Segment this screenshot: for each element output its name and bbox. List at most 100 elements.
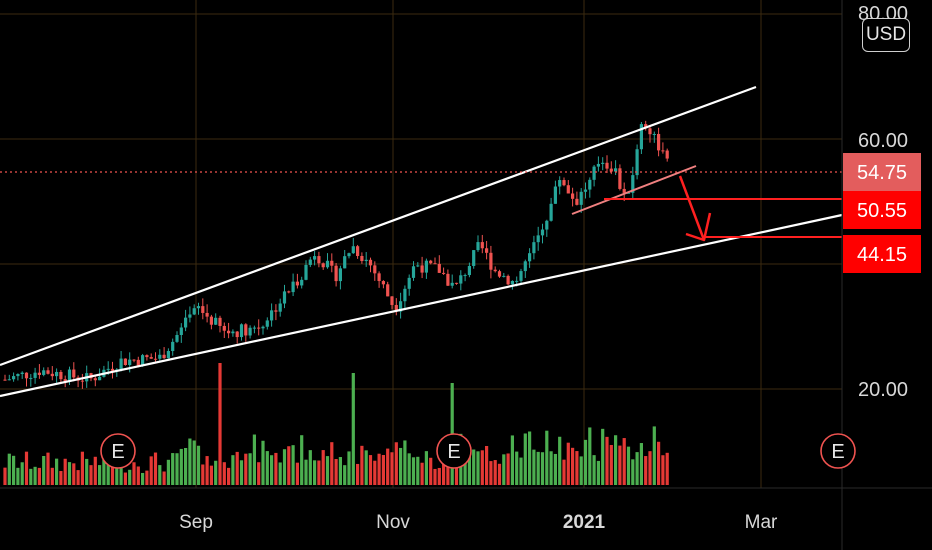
volume-bar <box>622 438 626 485</box>
candle-body <box>476 242 480 251</box>
candle-body <box>437 263 441 273</box>
y-tick-label: 20.00 <box>858 379 908 401</box>
candle-body <box>37 372 41 375</box>
volume-bar <box>106 462 110 485</box>
volume-bar <box>356 463 360 485</box>
candle-body <box>528 253 532 262</box>
candle-body <box>442 272 446 274</box>
volume-bar <box>528 431 532 485</box>
candles <box>3 120 669 389</box>
candle-body <box>201 306 205 313</box>
volume-bar <box>424 451 428 485</box>
candle-body <box>596 163 600 167</box>
candle-body <box>235 331 239 338</box>
candle-body <box>489 252 493 270</box>
volume-bar <box>102 451 106 485</box>
volume-bar <box>605 436 609 485</box>
volume-bar <box>394 442 398 485</box>
candle-body <box>317 256 321 264</box>
volume-bar <box>119 454 123 485</box>
volume-bar <box>110 467 115 485</box>
candle-body <box>7 379 11 381</box>
volume-bar <box>373 460 377 485</box>
candle-body <box>665 150 669 159</box>
candle-body <box>239 324 244 338</box>
volume-bars <box>3 363 669 485</box>
volume-bar <box>583 439 588 485</box>
volume-bar <box>609 444 613 485</box>
candle-body <box>558 180 562 187</box>
volume-bar <box>562 459 566 485</box>
candle-body <box>24 372 29 379</box>
candle-body <box>467 265 471 276</box>
volume-bar <box>282 449 287 485</box>
candle-body <box>192 308 196 315</box>
volume-bar <box>433 468 437 485</box>
candle-body <box>98 376 102 381</box>
volume-bar <box>472 449 476 485</box>
candle-body <box>304 264 308 280</box>
volume-bar <box>463 450 467 485</box>
volume-bar <box>313 460 317 485</box>
candle-body <box>631 175 635 193</box>
volume-bar <box>42 455 46 485</box>
price-tag-label: 50.55 <box>857 200 907 222</box>
volume-bar <box>145 470 149 485</box>
volume-bar <box>502 454 506 485</box>
candle-body <box>274 310 278 312</box>
candle-body <box>257 327 261 329</box>
volume-bar <box>149 456 153 485</box>
candle-body <box>364 259 368 262</box>
volume-bar <box>657 441 661 485</box>
candle-body <box>248 327 252 336</box>
candle-body <box>429 260 433 264</box>
volume-bar <box>308 450 312 485</box>
wedge-support-line <box>571 165 697 215</box>
volume-bar <box>334 459 338 485</box>
currency-button[interactable]: USD <box>862 18 910 52</box>
candle-body <box>16 374 20 377</box>
candle-body <box>381 281 385 285</box>
candle-body <box>123 358 127 366</box>
volume-bar <box>153 452 158 485</box>
volume-bar <box>55 458 59 485</box>
volume-bar <box>218 363 222 485</box>
volume-bar <box>89 465 93 485</box>
volume-bar <box>136 466 140 485</box>
candle-body <box>472 250 476 266</box>
volume-bar <box>12 455 16 485</box>
earnings-label: E <box>111 441 124 463</box>
volume-bar <box>592 455 596 485</box>
volume-bar <box>390 452 394 485</box>
candle-body <box>661 150 665 152</box>
volume-bar <box>368 455 373 485</box>
volume-bar <box>364 450 368 485</box>
candle-body <box>55 371 59 377</box>
volume-bar <box>338 457 342 485</box>
candle-body <box>42 370 46 375</box>
candle-body <box>196 306 201 309</box>
candle-body <box>214 317 218 325</box>
volume-bar <box>347 451 351 485</box>
candle-body <box>93 378 97 381</box>
candle-body <box>313 256 317 260</box>
volume-bar <box>351 373 355 485</box>
grid <box>0 0 842 488</box>
x-tick-label: 2021 <box>563 512 606 533</box>
volume-bar <box>467 447 471 485</box>
volume-bar <box>618 445 622 485</box>
candle-body <box>295 281 299 286</box>
x-tick-label: Sep <box>179 512 213 533</box>
candle-body <box>493 269 497 272</box>
volume-bar <box>76 470 80 485</box>
volume-bar <box>321 450 325 485</box>
volume-bar <box>175 453 179 485</box>
volume-bar <box>652 426 656 485</box>
volume-bar <box>158 465 162 485</box>
volume-bar <box>635 452 639 485</box>
candle-body <box>497 271 502 277</box>
candle-body <box>579 191 583 205</box>
earnings-circle <box>436 433 472 469</box>
candle-body <box>175 334 179 342</box>
